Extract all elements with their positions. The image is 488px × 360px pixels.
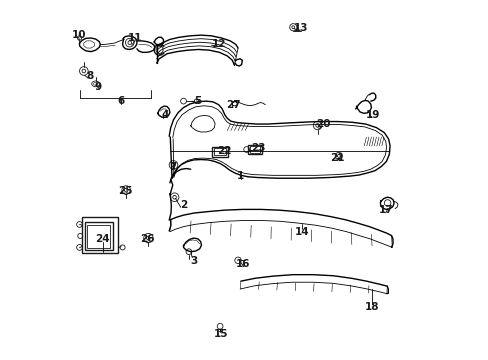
Text: 21: 21 [330,153,344,163]
Bar [247,145,262,154]
Text: 22: 22 [217,146,231,156]
Text: 9: 9 [95,82,102,92]
Text: 13: 13 [293,23,308,33]
Text: 8: 8 [86,71,93,81]
Text: 23: 23 [251,143,265,153]
Text: 27: 27 [225,100,240,110]
Text: 2: 2 [180,200,187,210]
Text: 24: 24 [95,234,110,244]
Bar [85,222,112,250]
Text: 18: 18 [364,302,378,312]
Bar [212,147,227,157]
Text: 14: 14 [294,227,308,237]
Text: 15: 15 [214,329,228,339]
Bar [250,146,260,153]
Text: 7: 7 [169,162,176,172]
Text: 25: 25 [118,186,132,197]
Text: 1: 1 [237,171,244,181]
Bar [87,225,109,248]
Text: 6: 6 [117,96,124,106]
Text: 12: 12 [212,39,226,49]
Text: 19: 19 [365,111,379,121]
Text: 5: 5 [194,96,201,106]
Text: 26: 26 [140,234,154,244]
Text: 17: 17 [378,206,393,216]
Text: 20: 20 [316,120,330,129]
Bar [82,217,118,253]
Text: 16: 16 [235,259,249,269]
Text: 11: 11 [128,33,142,43]
Text: 10: 10 [71,30,86,40]
Text: 4: 4 [162,111,169,121]
Bar [214,148,225,155]
Text: 3: 3 [190,256,198,266]
